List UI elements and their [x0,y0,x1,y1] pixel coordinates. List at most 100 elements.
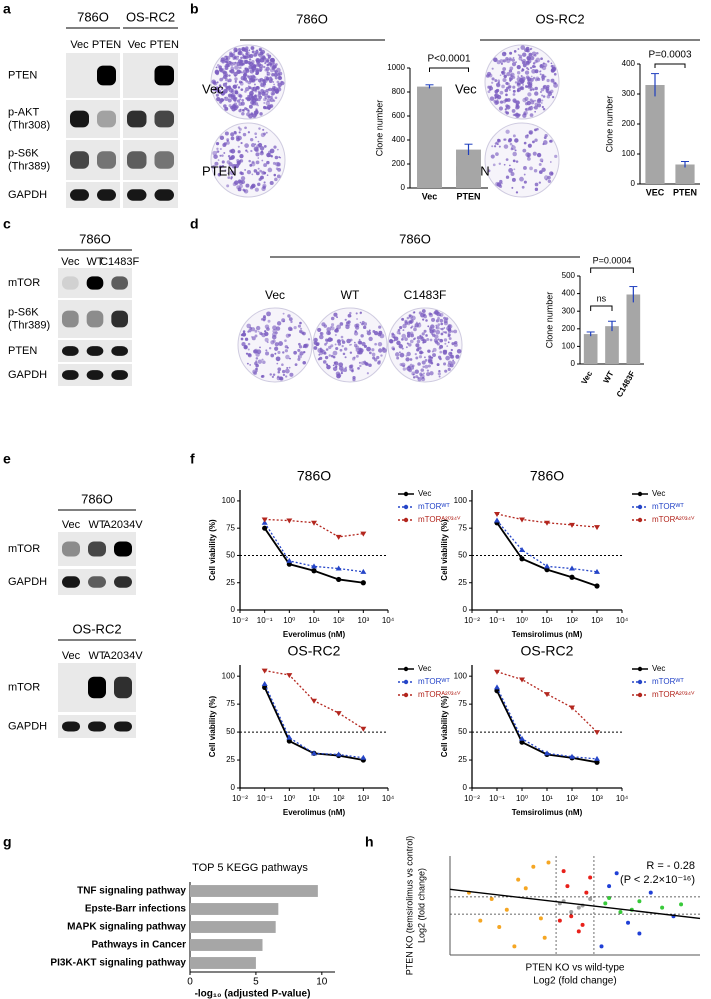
colony [530,75,533,78]
colony [547,60,550,63]
point [594,568,600,574]
blot-band [111,310,128,328]
colony [496,95,499,99]
colony [503,163,506,166]
colony [398,351,401,354]
colony [273,173,277,177]
point [519,739,525,745]
colony [404,321,409,325]
colony [505,57,509,61]
blot-band [88,676,106,699]
colony [429,371,434,376]
colony [237,126,241,129]
x-tick-label: 10¹ [541,616,553,625]
colony [416,336,421,340]
colony-plate [484,122,560,198]
colony [230,64,234,67]
colony [443,338,448,342]
colony [409,339,414,344]
colony [503,144,509,149]
colony [240,67,242,69]
colony [266,341,269,344]
colony [269,95,273,99]
colony [226,55,231,60]
colony [319,348,324,353]
colony [258,64,264,69]
colony [496,141,499,145]
colony [529,166,533,171]
colony [522,113,527,118]
colony [411,371,416,376]
colony [221,160,225,164]
legend-marker [637,491,643,497]
colony [520,86,525,91]
legend-marker [403,666,409,672]
point [569,909,574,914]
colony [502,67,507,71]
legend-marker [637,666,643,672]
colony [530,100,535,105]
colony [216,96,221,102]
point [523,886,528,891]
colony [265,101,270,106]
colony [270,154,273,158]
colony [343,368,348,373]
colony [453,343,458,347]
colony [282,351,285,354]
colony [255,360,258,363]
colony [538,162,542,166]
colony [244,337,249,341]
colony [542,143,545,146]
colony [276,90,279,93]
colony [504,108,507,111]
colony [536,98,542,104]
colony [351,369,354,372]
lane-label: WT [88,650,105,662]
colony [242,330,246,333]
colony [272,59,275,63]
colony [366,372,369,375]
chart-title: OS-RC2 [288,643,341,659]
colony [378,325,382,329]
lane-label: PTEN [92,39,121,51]
colony [240,71,244,74]
colony [414,352,417,356]
point [626,920,631,925]
colony [251,336,253,338]
colony [436,363,440,367]
colony [264,68,268,72]
colony [256,144,261,149]
colony [524,134,529,139]
point [360,726,367,732]
colony [419,335,424,339]
colony [410,366,415,370]
colony [251,101,256,106]
colony [388,339,394,344]
colony [293,350,297,355]
colony [505,93,508,97]
panel-letter: d [190,216,199,232]
colony [238,94,243,98]
plate-label: WT [341,288,360,302]
y-tick-label: 600 [392,111,406,120]
colony [228,157,232,161]
colony [269,373,272,376]
colony [234,90,239,95]
colony [227,98,232,103]
colony [255,71,260,75]
colony [276,148,279,151]
colony [249,53,254,59]
x-tick-label: 5 [253,977,259,988]
colony [427,349,431,353]
colony [223,152,226,154]
point [637,931,642,936]
colony [273,72,278,77]
colony [257,330,260,333]
colony [322,360,327,364]
colony [446,345,449,347]
colony [326,330,331,336]
colony [276,174,281,179]
y-tick-label: 100 [222,496,236,505]
y-tick-label: 100 [454,671,468,680]
